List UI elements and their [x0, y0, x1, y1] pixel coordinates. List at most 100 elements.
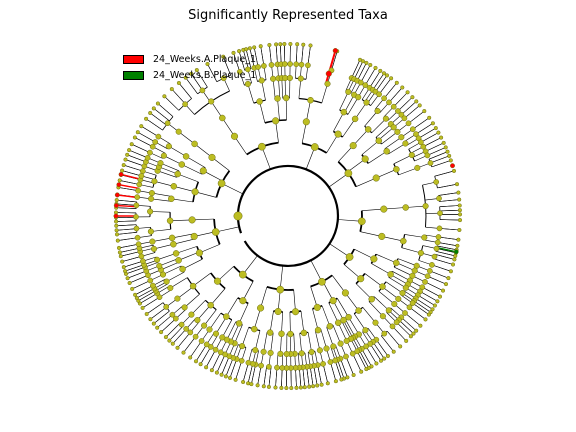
branch-edge — [342, 118, 356, 138]
taxon-node — [219, 114, 226, 122]
taxon-node — [340, 108, 348, 116]
branch-edge — [355, 283, 372, 300]
branch-edge — [337, 219, 362, 222]
branch-edge — [255, 330, 261, 351]
branch-edge — [329, 243, 350, 258]
taxon-node — [310, 143, 319, 151]
taxon-node — [446, 276, 451, 281]
taxon-node — [282, 94, 290, 102]
taxon-node — [307, 96, 314, 104]
branch-edge — [247, 363, 253, 384]
taxon-node — [246, 381, 251, 386]
taxon-node — [451, 168, 457, 173]
branch-edge — [165, 322, 181, 338]
branch-edge — [354, 102, 367, 120]
taxon-node — [208, 98, 215, 105]
branch-edge — [178, 251, 200, 261]
taxon-node — [305, 62, 311, 69]
taxon-node — [443, 282, 449, 287]
taxon-node — [162, 94, 167, 99]
branch-edge — [235, 360, 242, 380]
taxon-node — [114, 192, 120, 198]
taxon-node — [214, 370, 219, 375]
branch-edge — [226, 321, 237, 340]
taxon-node — [414, 164, 421, 171]
branch-edge — [408, 110, 425, 124]
taxon-node — [169, 87, 174, 92]
taxon-node — [157, 160, 164, 167]
taxon-node — [118, 254, 123, 259]
branch-edge — [375, 253, 397, 264]
taxon-node — [325, 381, 330, 386]
branch-edge — [330, 361, 337, 382]
branch-edge — [345, 319, 356, 337]
branch-edge — [343, 264, 361, 279]
taxon-node — [114, 219, 119, 224]
taxon-node — [138, 173, 145, 179]
branch-edge — [118, 184, 139, 189]
branch-edge — [435, 254, 455, 260]
taxon-node — [409, 272, 416, 279]
taxon-node — [189, 71, 194, 76]
taxon-node — [345, 88, 352, 95]
branch-edge — [310, 260, 323, 282]
taxon-node — [385, 307, 392, 314]
branch-edge — [123, 260, 143, 268]
taxon-node — [411, 331, 416, 336]
branch-edge — [260, 46, 265, 66]
branch-edge — [354, 248, 375, 260]
taxon-node — [266, 384, 271, 389]
branch-edge — [210, 101, 223, 119]
taxon-node — [391, 300, 398, 308]
taxon-node — [405, 90, 410, 95]
branch-edge — [427, 147, 446, 156]
taxon-node — [362, 327, 369, 334]
branch-edge — [337, 298, 349, 318]
branch-edge — [184, 293, 200, 308]
branch-edge — [420, 132, 439, 143]
taxon-node — [329, 297, 337, 305]
branch-edge — [116, 199, 137, 203]
taxon-node — [402, 284, 409, 291]
branch-edge — [390, 274, 408, 285]
branch-edge — [127, 270, 147, 279]
taxon-node — [129, 142, 134, 147]
branch-edge — [332, 324, 341, 344]
branch-edge — [259, 101, 266, 123]
taxon-node — [436, 195, 442, 202]
taxon-node — [367, 341, 374, 347]
taxon-node — [433, 179, 440, 185]
taxon-node — [279, 385, 284, 390]
taxon-node — [286, 74, 293, 82]
branch-edge — [177, 332, 191, 348]
taxon-node — [149, 143, 156, 150]
branch-edge — [364, 273, 383, 287]
taxon-node — [144, 154, 151, 161]
taxon-node — [139, 168, 146, 174]
taxon-node — [401, 115, 408, 122]
branch-edge — [309, 366, 314, 387]
taxon-node — [448, 158, 453, 163]
branch-edge — [222, 117, 235, 137]
branch-edge — [368, 301, 384, 317]
branch-edge — [392, 271, 411, 281]
taxon-node — [307, 384, 312, 389]
taxon-node — [447, 153, 452, 158]
taxon-node — [195, 249, 203, 257]
taxon-node — [318, 277, 326, 286]
taxon-node — [339, 377, 344, 382]
taxon-node — [148, 110, 153, 116]
branch-edge — [365, 346, 377, 364]
branch-edge — [333, 111, 345, 132]
branch-edge — [172, 233, 194, 239]
taxon-node — [155, 325, 160, 330]
taxon-node — [418, 323, 423, 328]
branch-edge — [348, 317, 360, 335]
taxon-node — [258, 142, 266, 151]
branch-edge — [382, 286, 399, 300]
branch-edge — [203, 170, 223, 182]
taxon-node — [437, 210, 443, 217]
branch-edge — [171, 198, 194, 203]
taxon-node — [345, 313, 352, 321]
branch-edge — [127, 154, 147, 163]
